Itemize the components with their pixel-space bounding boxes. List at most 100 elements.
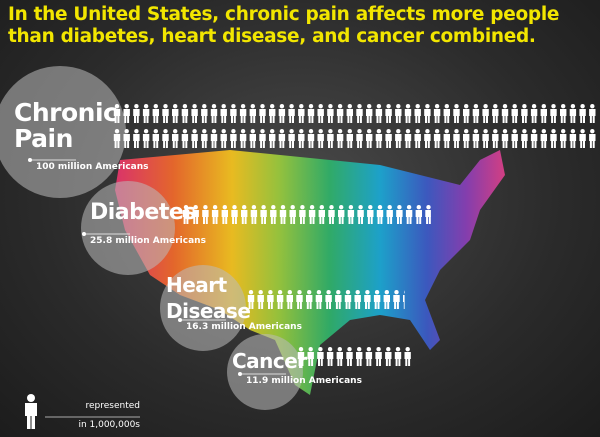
person-icon [172,104,179,123]
icon-leg [212,216,215,224]
icon-body [395,109,402,116]
icon-body [347,210,355,217]
icon-body [230,109,237,116]
icon-head [270,104,275,109]
icon-leg [512,140,515,148]
label-dot [238,372,242,376]
icon-head [405,104,411,109]
icon-leg [583,140,585,148]
icon-group [297,347,411,366]
icon-leg [124,140,127,148]
icon-body [249,134,256,141]
icon-head [377,205,383,210]
icon-leg [384,301,387,309]
icon-leg [386,115,389,123]
icon-head [464,104,469,109]
icon-head [328,104,333,109]
icon-body [414,109,421,116]
icon-leg [264,216,266,224]
value-label: 11.9 million Americans [246,376,362,386]
person-icon [453,104,460,123]
icon-body [492,134,499,141]
icon-group [182,205,431,224]
icon-body [383,295,390,302]
icon-leg [348,301,351,309]
icon-body [336,134,344,141]
person-icon [308,205,316,224]
icon-body [298,109,305,116]
icon-head [590,129,595,134]
icon-leg [221,140,224,148]
icon-body [267,295,274,302]
icon-leg [389,115,391,123]
icon-body [259,109,266,116]
icon-leg [355,301,358,309]
icon-leg [357,115,360,123]
icon-body [530,109,538,116]
icon-body [424,134,431,141]
icon-head [541,129,546,134]
icon-body [463,134,470,141]
person-icon [279,205,287,224]
icon-body [346,352,353,359]
icon-body [375,134,383,141]
icon-leg [282,140,285,148]
icon-leg [358,301,361,309]
person-icon [356,104,363,123]
person-icon [453,129,460,148]
person-icon [385,347,392,366]
person-icon [318,205,325,224]
icon-body [257,295,264,302]
icon-leg [308,115,311,123]
person-icon [375,129,383,148]
icon-leg [370,216,373,224]
person-icon [433,104,441,123]
icon-body [133,109,140,116]
icon-leg [418,115,421,123]
icon-head [522,129,527,134]
person-icon [357,205,364,224]
person-icon [192,205,199,224]
icon-body [317,109,324,116]
person-icon [346,129,353,148]
icon-leg [214,115,217,123]
icon-leg [466,115,469,123]
icon-body [278,109,286,116]
icon-head [368,205,373,210]
person-icon [325,290,332,309]
icon-leg [437,115,440,123]
icon-leg [522,115,524,123]
bubble [160,265,246,351]
icon-leg [322,216,325,224]
icon-head [308,104,314,109]
person-icon [365,347,373,366]
icon-leg [270,301,273,309]
person-icon [327,104,334,123]
icon-head [268,290,273,295]
icon-body [364,295,371,302]
icon-leg [337,140,340,148]
icon-head [561,104,566,109]
icon-head [502,129,508,134]
person-icon [123,104,130,123]
person-icon [540,104,547,123]
icon-body [269,109,276,116]
icon-leg [231,115,233,123]
icon-head [541,104,546,109]
icon-leg [318,115,321,123]
icon-leg [502,140,505,148]
icon-leg [379,115,382,123]
icon-leg [233,115,236,123]
person-icon [482,104,489,123]
icon-leg [403,301,405,309]
icon-body [298,134,305,141]
icon-body [210,134,218,141]
icon-head [376,347,381,352]
icon-leg [293,216,296,224]
icon-leg [215,216,218,224]
icon-leg [185,140,188,148]
icon-head [347,347,352,352]
person-icon [415,205,422,224]
icon-body [521,109,528,116]
icon-leg [306,301,309,309]
